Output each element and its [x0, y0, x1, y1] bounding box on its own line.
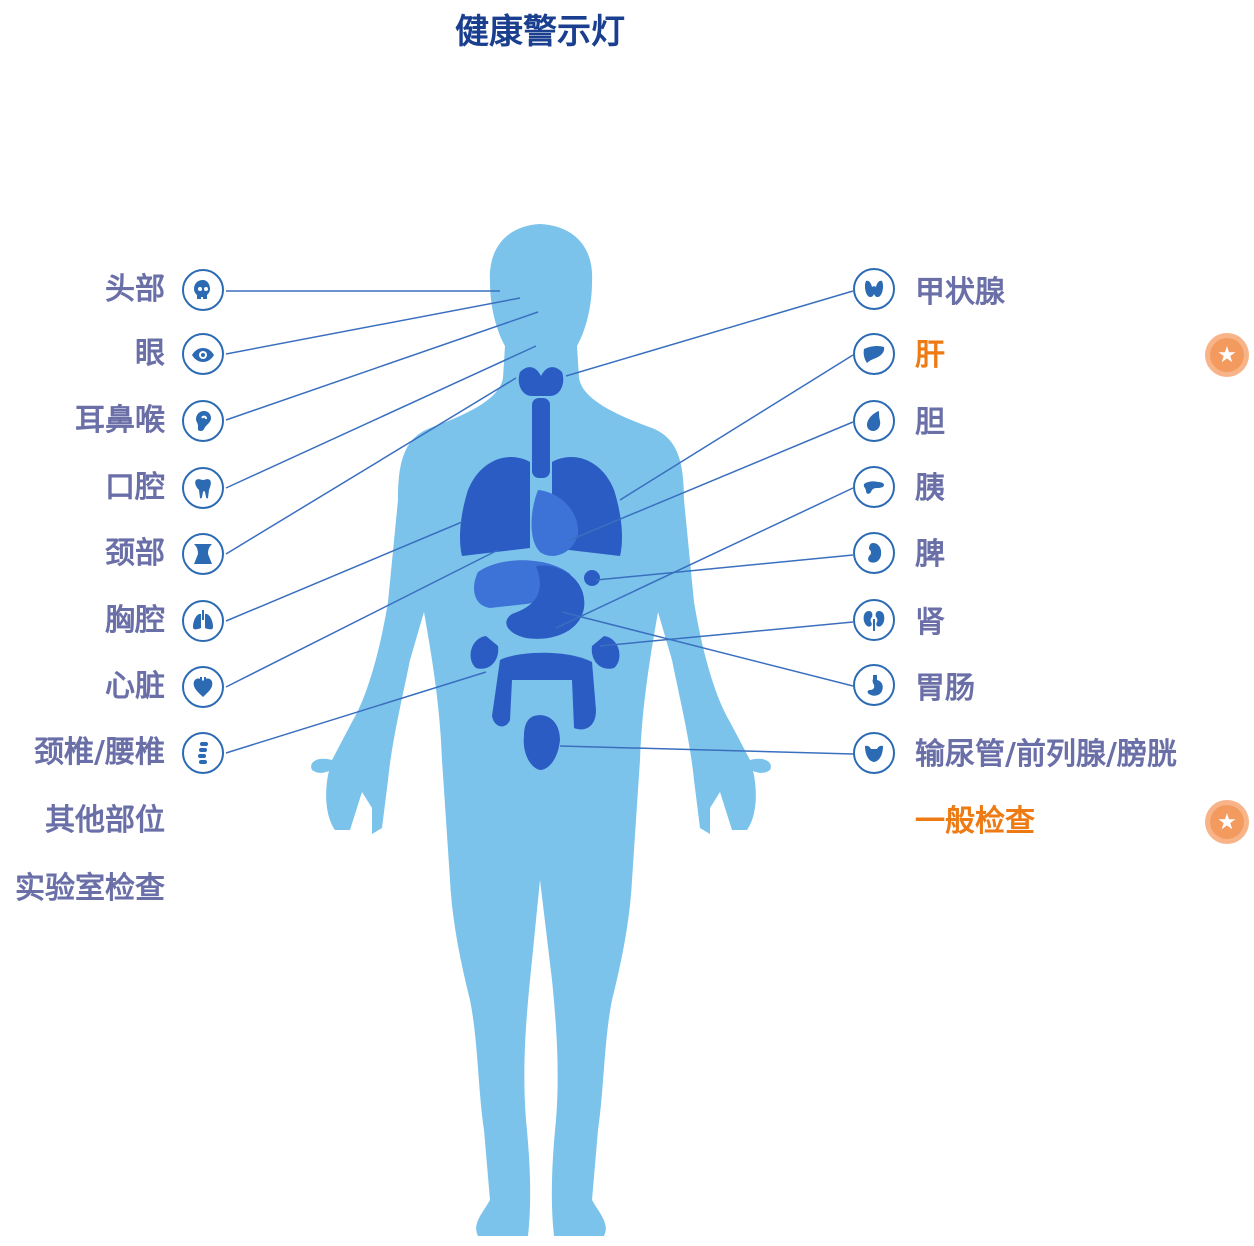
spleen-icon[interactable]: [853, 532, 895, 574]
left-kidney: [470, 636, 499, 669]
kidney-icon[interactable]: [853, 599, 895, 641]
left-label-eye[interactable]: 眼: [135, 336, 165, 371]
eye-icon[interactable]: [182, 333, 224, 375]
right-label-gastro[interactable]: 胃肠: [915, 671, 975, 706]
right-label-spleen[interactable]: 脾: [915, 537, 945, 572]
left-label-mouth[interactable]: 口腔: [105, 470, 165, 505]
bladder-organ: [523, 715, 560, 770]
pancreas-icon[interactable]: [853, 466, 895, 508]
left-label-lab[interactable]: 实验室检查: [15, 871, 165, 906]
left-label-spine[interactable]: 颈椎/腰椎: [34, 735, 165, 770]
left-label-neck[interactable]: 颈部: [105, 536, 165, 571]
right-label-urinary[interactable]: 输尿管/前列腺/膀胱: [915, 737, 1177, 772]
star-general-icon[interactable]: ★: [1205, 800, 1249, 844]
organs: [460, 367, 622, 770]
left-label-heart[interactable]: 心脏: [105, 669, 165, 704]
left-label-ent[interactable]: 耳鼻喉: [75, 403, 165, 438]
stomach-icon[interactable]: [853, 664, 895, 706]
liver-icon[interactable]: [853, 333, 895, 375]
star-liver-icon[interactable]: ★: [1205, 333, 1249, 377]
thyroid-organ: [518, 367, 564, 396]
right-label-thyroid[interactable]: 甲状腺: [915, 275, 1005, 310]
bladder-icon[interactable]: [853, 732, 895, 774]
neck-icon[interactable]: [182, 533, 224, 575]
gallbladder-icon[interactable]: [853, 400, 895, 442]
tooth-icon[interactable]: [182, 467, 224, 509]
intestines: [492, 652, 596, 730]
right-label-pancreas[interactable]: 胰: [915, 471, 945, 506]
ear-icon[interactable]: [182, 400, 224, 442]
skull-icon[interactable]: [182, 269, 224, 311]
thyroid-icon[interactable]: [853, 268, 895, 310]
heart-organ: [531, 490, 579, 556]
trachea: [532, 398, 550, 478]
spleen-organ: [584, 570, 600, 586]
left-lung: [460, 457, 530, 556]
connector-lines: [225, 290, 854, 755]
left-label-other[interactable]: 其他部位: [45, 803, 165, 838]
left-label-head[interactable]: 头部: [105, 272, 165, 307]
right-label-liver[interactable]: 肝: [915, 338, 945, 373]
heart-icon[interactable]: [182, 666, 224, 708]
page-title: 健康警示灯: [455, 12, 625, 52]
left-label-chest[interactable]: 胸腔: [105, 603, 165, 638]
spine-icon[interactable]: [182, 732, 224, 774]
right-label-kidney[interactable]: 肾: [915, 605, 945, 640]
stomach-organ: [506, 565, 585, 639]
lungs-icon[interactable]: [182, 600, 224, 642]
right-label-general[interactable]: 一般检查: [915, 804, 1035, 839]
right-label-gallbladder[interactable]: 胆: [915, 405, 945, 440]
